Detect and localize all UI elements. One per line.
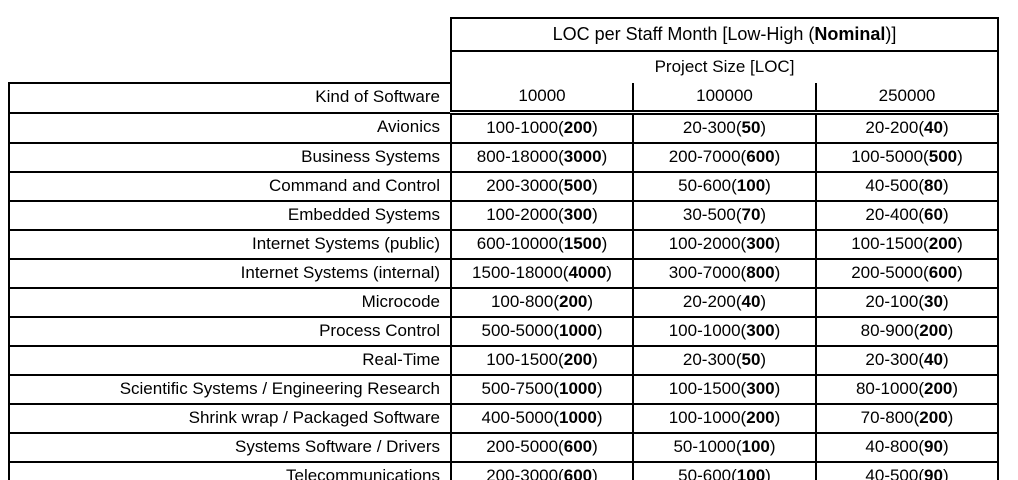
loc-range-cell: 40-500(80) [814,171,1000,202]
loc-range-cell: 1500-18000(4000) [450,258,634,289]
loc-range-cell: 400-5000(1000) [450,403,634,434]
loc-range-cell: 200-5000(600) [450,432,634,463]
row-label: Microcode [8,287,452,318]
loc-range-cell: 200-5000(600) [814,258,1000,289]
loc-range-cell: 100-1000(200) [450,111,634,144]
loc-range-cell: 100-1500(300) [632,374,817,405]
row-label: Real-Time [8,345,452,376]
loc-range-cell: 800-18000(3000) [450,142,634,173]
loc-range-cell: 100-1500(200) [450,345,634,376]
loc-range-cell: 200-3000(600) [450,461,634,480]
row-label: Internet Systems (public) [8,229,452,260]
loc-range-cell: 50-600(100) [632,171,817,202]
loc-range-cell: 100-1000(200) [632,403,817,434]
table-row: Avionics 100-1000(200) 20-300(50) 20-200(40… [8,111,1000,144]
loc-range-cell: 40-500(90) [814,461,1000,480]
loc-range-cell: 500-7500(1000) [450,374,634,405]
loc-range-cell: 100-2000(300) [450,200,634,231]
loc-range-cell: 50-600(100) [632,461,817,480]
loc-range-cell: 20-200(40) [632,287,817,318]
loc-range-cell: 20-300(50) [632,111,817,144]
loc-range-cell: 100-5000(500) [814,142,1000,173]
row-label: Shrink wrap / Packaged Software [8,403,452,434]
table-row: Real-Time 100-1500(200) 20-300(50) 20-300(4… [8,345,1000,376]
table-row: Microcode 100-800(200) 20-200(40) 20-100(30… [8,287,1000,318]
row-label: Internet Systems (internal) [8,258,452,289]
loc-range-cell: 100-800(200) [450,287,634,318]
row-label: Avionics [8,111,452,144]
row-label: Embedded Systems [8,200,452,231]
loc-range-cell: 100-1000(300) [632,316,817,347]
loc-range-cell: 600-10000(1500) [450,229,634,260]
loc-range-cell: 50-1000(100) [632,432,817,463]
table-row: Embedded Systems 100-2000(300) 30-500(70) 2… [8,200,1000,231]
loc-range-cell: 20-300(50) [632,345,817,376]
table-row: Command and Control 200-3000(500) 50-600(1… [8,171,1000,202]
loc-table: LOC per Staff Month [Low-High (Nominal)]… [8,17,1000,480]
loc-range-cell: 100-1500(200) [814,229,1000,260]
table-subtitle: Project Size [LOC] [449,51,1000,83]
table-body: Avionics 100-1000(200) 20-300(50) 20-200(40… [8,111,1000,480]
loc-range-cell: 200-3000(500) [450,171,634,202]
loc-range-cell: 30-500(70) [632,200,817,231]
loc-range-cell: 70-800(200) [814,403,1000,434]
row-label: Command and Control [8,171,452,202]
row-label: Systems Software / Drivers [8,432,452,463]
row-label: Telecommunications [8,461,452,480]
table-row: Telecommunications 200-3000(600) 50-600(10… [8,461,1000,480]
table-row: Systems Software / Drivers 200-5000(600) 5… [8,432,1000,463]
title-text-bold: Nominal [814,23,886,44]
column-header-100000: 100000 [632,83,817,115]
row-label: Business Systems [8,142,452,173]
table-row: Internet Systems (public) 600-10000(1500)… [8,229,1000,260]
title-row: LOC per Staff Month [Low-High (Nominal)] [9,17,1000,52]
loc-range-cell: 500-5000(1000) [450,316,634,347]
table-row: Shrink wrap / Packaged Software 400-5000(… [8,403,1000,434]
title-text-prefix: LOC per Staff Month [Low-High ( [552,23,815,44]
table-title: LOC per Staff Month [Low-High (Nominal)] [449,17,1000,52]
table-row: Process Control 500-5000(1000) 100-1000(30… [8,316,1000,347]
loc-range-cell: 200-7000(600) [632,142,817,173]
loc-range-cell: 20-100(30) [814,287,1000,318]
loc-range-cell: 300-7000(800) [632,258,817,289]
loc-range-cell: 40-800(90) [814,432,1000,463]
row-label: Process Control [8,316,452,347]
loc-range-cell: 80-1000(200) [814,374,1000,405]
table-row: Business Systems 800-18000(3000) 200-7000(… [8,142,1000,173]
loc-range-cell: 80-900(200) [814,316,1000,347]
title-text-suffix: )] [885,23,897,44]
blank-corner-cell [9,18,451,51]
table-row: Scientific Systems / Engineering Researc… [8,374,1000,405]
loc-range-cell: 20-300(40) [814,345,1000,376]
column-header-250000: 250000 [814,83,1000,115]
row-label: Scientific Systems / Engineering Researc… [8,374,452,405]
column-header-row: Kind of Software 10000 100000 250000 [8,82,1000,115]
loc-range-cell: 20-400(60) [814,200,1000,231]
blank-corner-cell [9,51,451,83]
kind-of-software-header: Kind of Software [8,82,452,114]
column-header-10000: 10000 [450,83,634,115]
loc-range-cell: 20-200(40) [814,111,1000,144]
subtitle-row: Project Size [LOC] [9,51,1000,83]
table-row: Internet Systems (internal) 1500-18000(40… [8,258,1000,289]
loc-range-cell: 100-2000(300) [632,229,817,260]
